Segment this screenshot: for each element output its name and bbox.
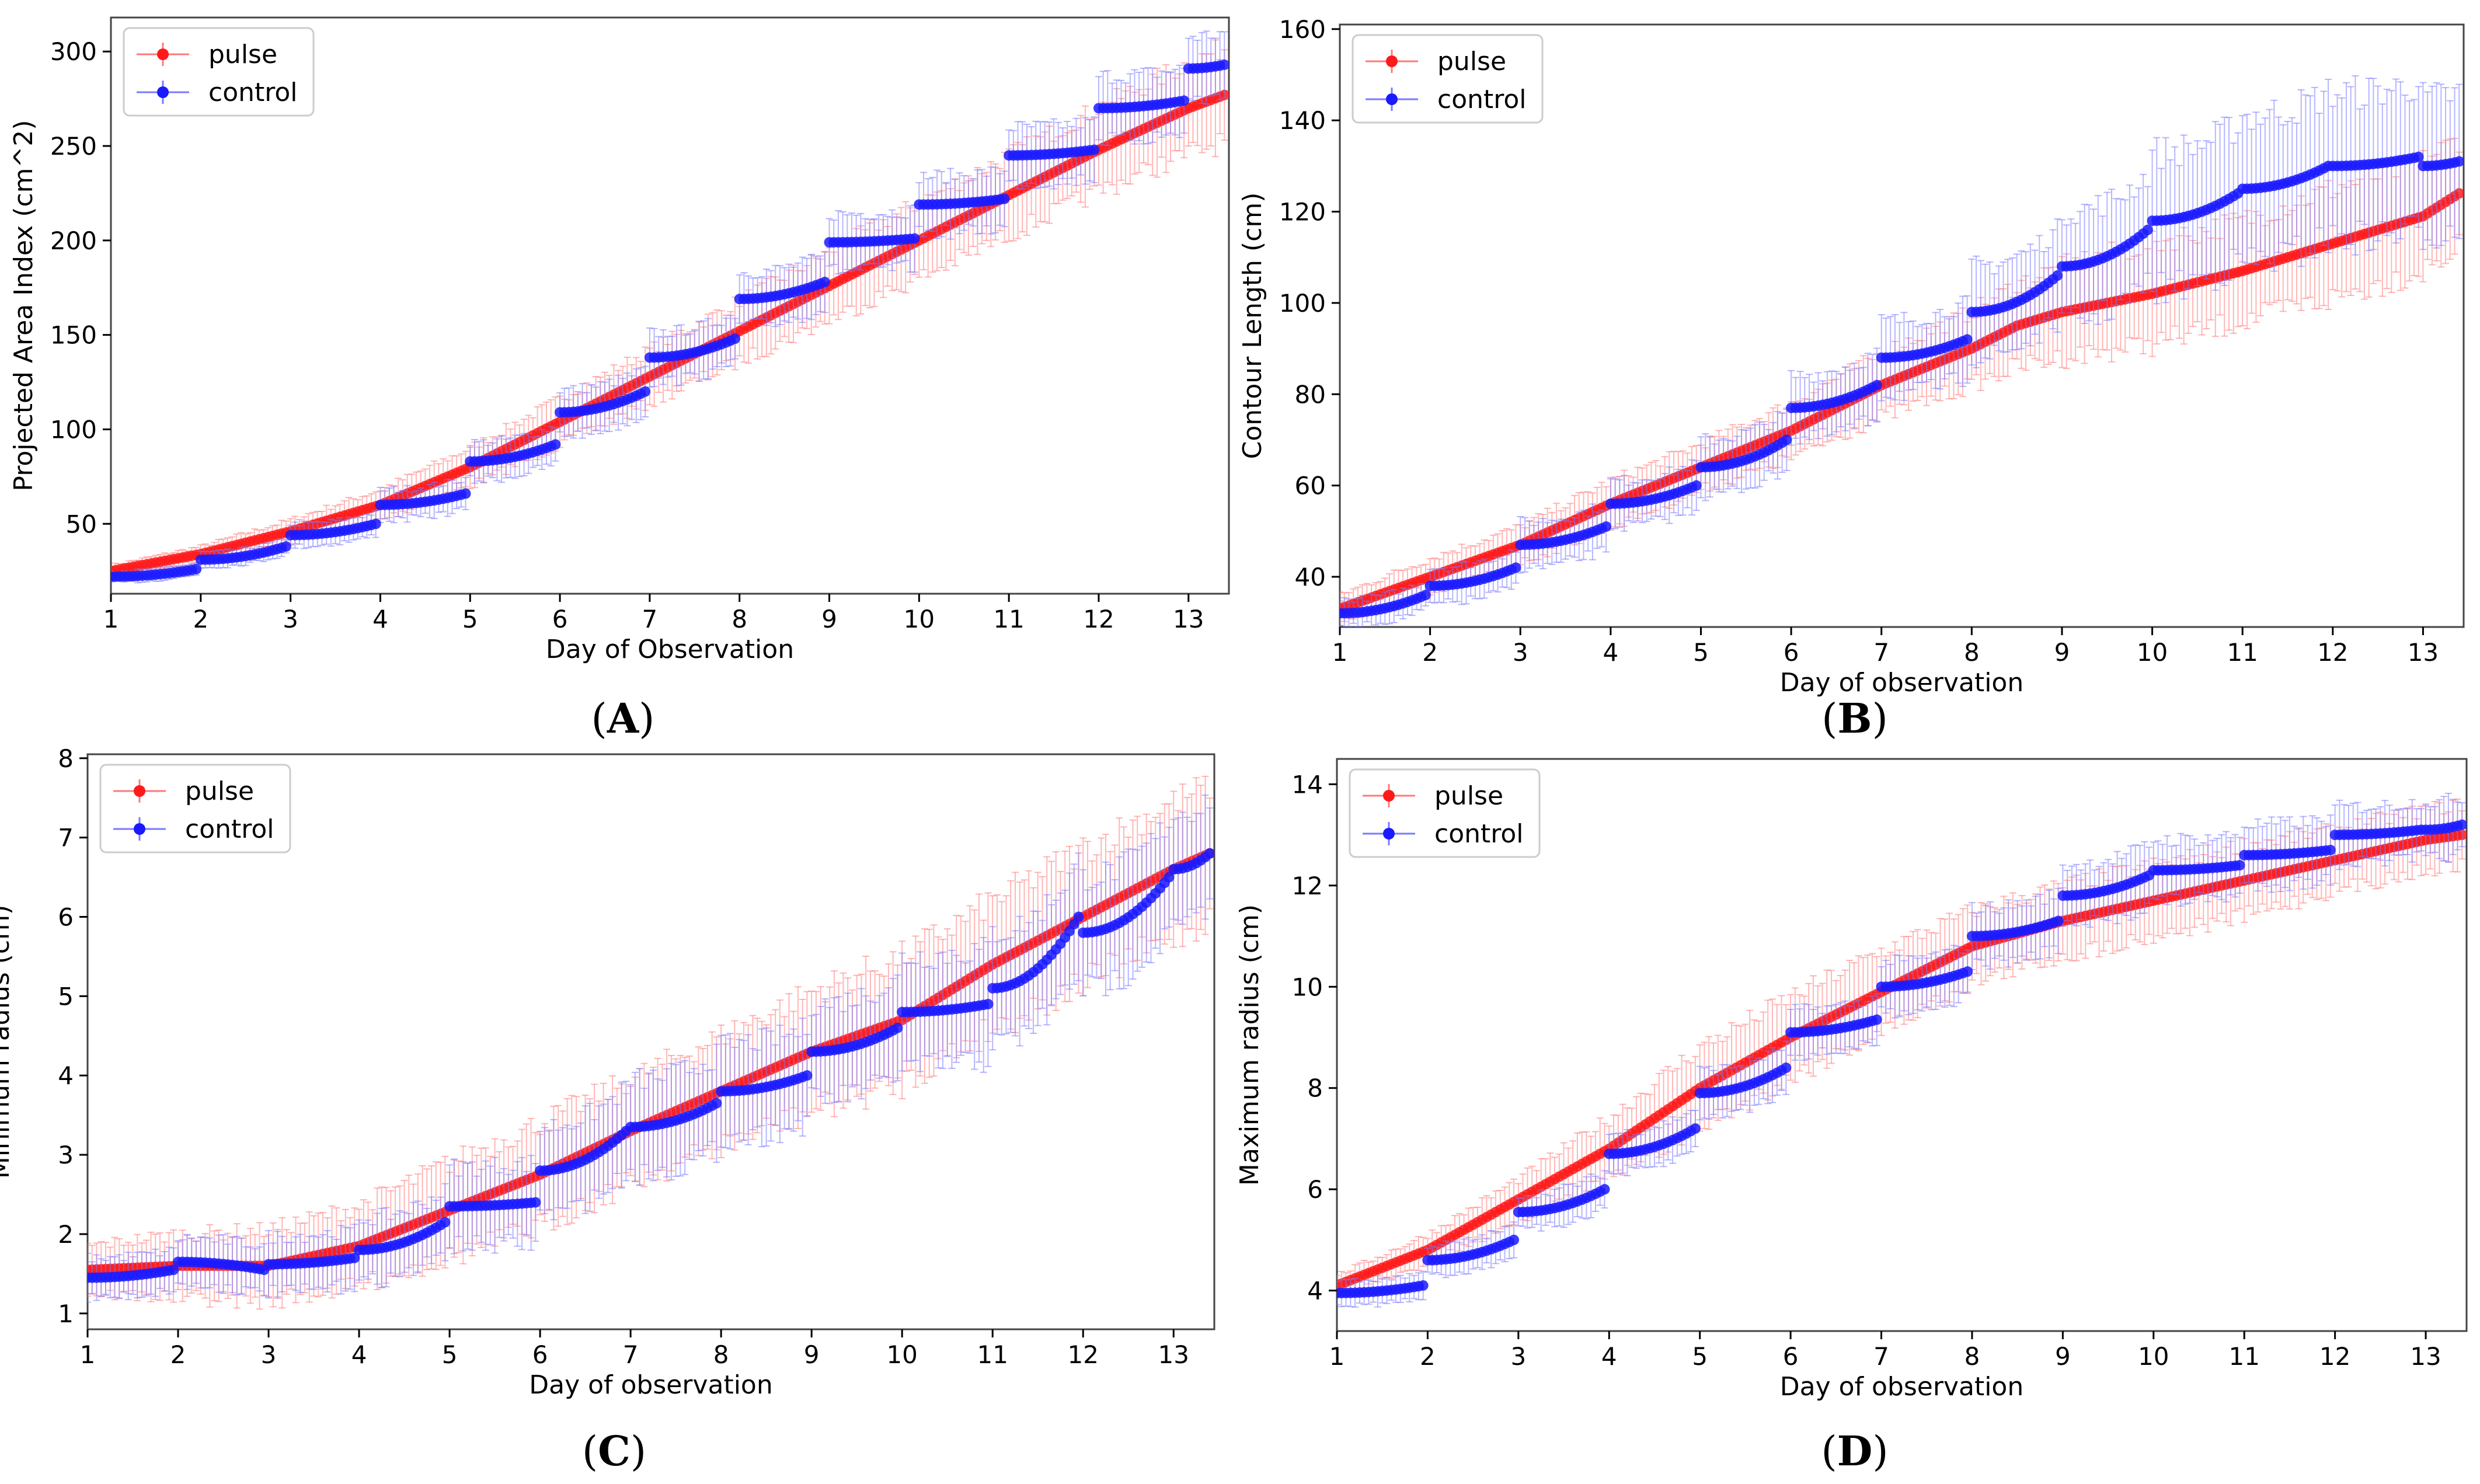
x-axis-label: Day of Observation <box>546 635 794 664</box>
y-tick-label: 40 <box>1295 563 1326 591</box>
x-tick-label: 10 <box>904 605 935 633</box>
x-tick-label: 2 <box>1422 638 1438 667</box>
control-point <box>460 488 471 499</box>
x-axis-label: Day of observation <box>1780 668 2023 698</box>
legend-marker <box>1386 93 1398 105</box>
legend: pulse control <box>1352 34 1544 124</box>
y-tick-label: 100 <box>1279 289 1326 318</box>
control-point <box>819 277 830 288</box>
control-point <box>1962 334 1973 345</box>
legend-label: pulse <box>1437 47 1506 76</box>
y-tick-label: 300 <box>50 37 97 66</box>
control-point <box>2052 270 2063 281</box>
control-point <box>1089 144 1100 155</box>
control-point <box>1871 379 1882 391</box>
y-tick-label: 160 <box>1279 15 1326 44</box>
x-tick-label: 4 <box>1603 638 1618 667</box>
control-point <box>280 541 291 552</box>
x-tick-label: 13 <box>2408 638 2439 667</box>
y-tick-label: 250 <box>50 132 97 161</box>
control-point <box>191 563 202 574</box>
control-point <box>640 386 651 397</box>
x-tick-label: 5 <box>462 605 478 633</box>
legend-box <box>123 27 315 117</box>
x-tick-label: 11 <box>2227 638 2258 667</box>
legend-box <box>1352 34 1544 124</box>
y-tick-label: 60 <box>1295 472 1326 500</box>
control-markers <box>111 59 1229 582</box>
legend-label: control <box>1437 85 1527 114</box>
x-tick-label: 12 <box>2317 638 2348 667</box>
legend-marker <box>1386 55 1398 67</box>
panel-letter: A <box>607 694 640 743</box>
legend-label: pulse <box>208 40 277 69</box>
control-point <box>1781 434 1792 445</box>
panel-caption: (A) <box>591 694 655 743</box>
control-point <box>550 439 561 450</box>
x-tick-label: 9 <box>2054 638 2070 667</box>
x-tick-label: 11 <box>993 605 1024 633</box>
x-tick-label: 13 <box>1173 605 1204 633</box>
series-control <box>1340 75 2464 627</box>
x-tick-label: 3 <box>1513 638 1528 667</box>
x-tick-label: 5 <box>1693 638 1709 667</box>
plot-frame <box>1339 23 2465 628</box>
x-tick-label: 6 <box>1784 638 1799 667</box>
y-axis-label: Projected Area Index (cm^2) <box>9 120 39 491</box>
legend-item-control: control <box>137 78 298 107</box>
y-tick-label: 120 <box>1279 198 1326 227</box>
x-tick-label: 7 <box>642 605 658 633</box>
y-tick-label: 80 <box>1295 380 1326 409</box>
legend-item-pulse: pulse <box>1366 47 1506 76</box>
y-tick-label: 50 <box>66 510 97 538</box>
y-tick-label: 140 <box>1279 106 1326 135</box>
y-tick-label: 100 <box>50 415 97 444</box>
control-point <box>999 193 1010 204</box>
series-control <box>111 30 1229 584</box>
plot-area <box>88 775 1214 1310</box>
control-point <box>1691 480 1702 491</box>
legend: pulse control <box>123 27 315 117</box>
control-point <box>1510 562 1521 573</box>
x-tick-label: 9 <box>821 605 837 633</box>
x-tick-label: 10 <box>2137 638 2168 667</box>
control-point <box>730 333 741 344</box>
x-tick-label: 1 <box>1332 638 1348 667</box>
control-markers <box>1340 151 2464 619</box>
x-tick-label: 4 <box>372 605 388 633</box>
panel-caption: (B) <box>1821 694 1888 743</box>
x-tick-label: 3 <box>283 605 298 633</box>
panel-letter: B <box>1837 694 1872 743</box>
legend-item-pulse: pulse <box>137 40 277 69</box>
control-point <box>1179 95 1190 106</box>
control-point <box>2413 151 2424 162</box>
control-point <box>2454 156 2464 167</box>
plot-area <box>111 30 1229 584</box>
x-tick-label: 7 <box>1873 638 1889 667</box>
control-point <box>1420 590 1431 601</box>
x-tick-label: 6 <box>552 605 568 633</box>
x-tick-label: 8 <box>732 605 747 633</box>
x-tick-label: 12 <box>1083 605 1114 633</box>
control-point <box>370 518 381 529</box>
control-point <box>909 233 920 244</box>
x-tick-label: 1 <box>103 605 119 633</box>
x-tick-label: 2 <box>193 605 208 633</box>
y-axis-label: Contour Length (cm) <box>1238 193 1267 459</box>
y-tick-label: 150 <box>50 321 97 350</box>
plot-area <box>1340 75 2464 627</box>
legend-marker <box>157 48 169 60</box>
x-tick-label: 8 <box>1964 638 1980 667</box>
control-point <box>2142 224 2153 235</box>
legend-item-control: control <box>1366 85 1527 114</box>
control-point <box>1219 59 1229 70</box>
legend-label: control <box>208 78 298 107</box>
control-point <box>1601 521 1612 532</box>
y-tick-label: 200 <box>50 227 97 255</box>
legend-marker <box>157 86 169 98</box>
